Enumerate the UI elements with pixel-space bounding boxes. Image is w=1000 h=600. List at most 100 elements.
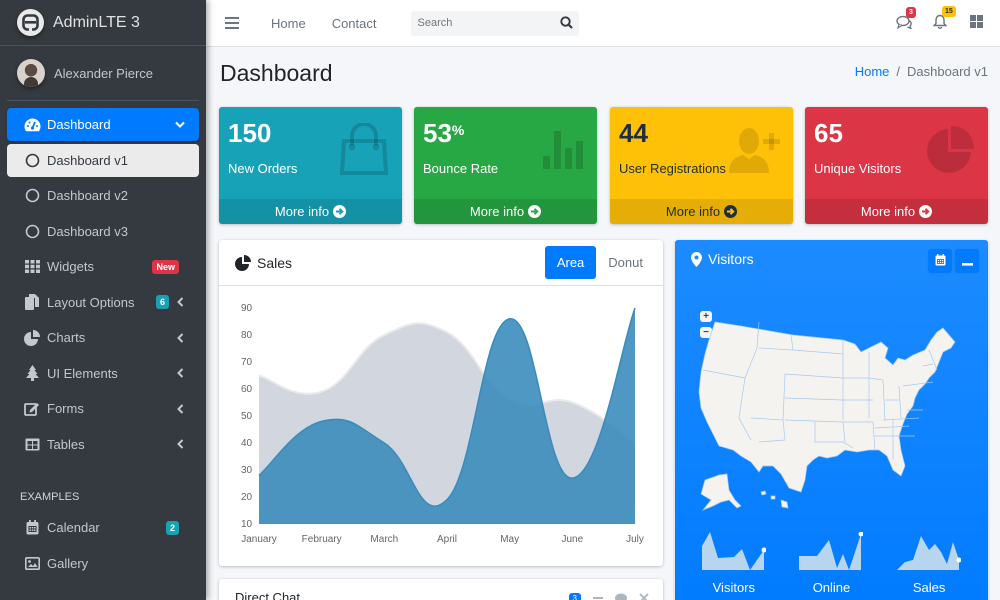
chevron-down-icon — [175, 121, 185, 128]
more-info-link[interactable]: More info — [610, 199, 793, 224]
circle-icon — [23, 187, 41, 205]
map-zoom-in-button[interactable]: + — [700, 311, 712, 322]
sales-card: Sales Area Donut 10 20 30 40 50 60 70 80 90 Janua… — [219, 240, 663, 566]
count-badge: 2 — [165, 520, 179, 535]
sidebar-item-widgets[interactable]: Widgets New — [7, 250, 199, 283]
chevron-left-icon — [175, 332, 185, 343]
top-navbar: Home Contact 3 15 — [206, 0, 1000, 47]
svg-text:10: 10 — [241, 519, 253, 530]
svg-text:50: 50 — [241, 411, 253, 422]
small-box-unique-visitors: 65 Unique Visitors More info — [805, 107, 988, 224]
user-panel[interactable]: Alexander Pierce — [7, 46, 199, 101]
svg-text:March: March — [370, 534, 398, 545]
chart-pie-icon — [23, 329, 41, 347]
nav-link-home[interactable]: Home — [271, 15, 306, 31]
svg-text:60: 60 — [241, 384, 253, 395]
edit-icon — [23, 400, 41, 418]
brand-name: AdminLTE 3 — [53, 13, 140, 31]
svg-text:80: 80 — [241, 330, 253, 341]
copy-icon — [23, 293, 41, 311]
svg-text:30: 30 — [241, 465, 253, 476]
chevron-left-icon — [175, 368, 185, 378]
chevron-left-icon — [175, 403, 185, 414]
nav-section-header: EXAMPLES — [20, 491, 80, 503]
svg-text:40: 40 — [241, 438, 253, 449]
comments-icon[interactable] — [615, 591, 627, 600]
sidebar-item-dashboard[interactable]: Dashboard — [7, 108, 199, 141]
messages-dropdown[interactable]: 3 — [886, 6, 922, 32]
small-box-bounce-rate: 53% Bounce Rate More info — [414, 107, 597, 224]
svg-text:July: July — [626, 534, 644, 545]
breadcrumb-home-link[interactable]: Home — [854, 64, 890, 79]
breadcrumb-separator: / — [896, 64, 901, 79]
notifications-dropdown[interactable]: 15 — [922, 6, 958, 32]
more-info-link[interactable]: More info — [219, 199, 402, 224]
page-title: Dashboard — [220, 60, 333, 86]
user-name[interactable]: Alexander Pierce — [54, 65, 153, 81]
sidebar-item-forms[interactable]: Forms — [7, 392, 199, 425]
calendar-icon — [935, 253, 946, 269]
bounce-rate-label: Bounce Rate — [423, 161, 499, 176]
sales-card-header: Sales Area Donut — [219, 240, 663, 286]
sidebar-item-ui-elements[interactable]: UI Elements — [7, 357, 199, 390]
date-range-button[interactable] — [928, 249, 952, 273]
main-sidebar: AdminLTE 3 Alexander Pierce Dashboard Da… — [0, 0, 206, 600]
map-zoom-out-button[interactable]: − — [700, 327, 712, 338]
hamburger-menu-icon[interactable] — [225, 17, 239, 29]
chevron-left-icon — [175, 439, 185, 449]
sparkline-label-sales: Sales — [912, 580, 946, 595]
sparkline-label-visitors: Visitors — [712, 580, 756, 595]
image-icon — [23, 554, 41, 572]
tree-icon — [23, 364, 41, 382]
sidebar-item-dashboard-v2[interactable]: Dashboard v2 — [7, 179, 199, 212]
sidebar-nav: Dashboard Dashboard v1 Dashboard v2 Dash… — [0, 101, 206, 580]
sidebar-item-dashboard-v1[interactable]: Dashboard v1 — [7, 143, 199, 177]
minus-icon[interactable] — [593, 591, 603, 600]
search-icon[interactable] — [559, 15, 573, 32]
tab-area[interactable]: Area — [544, 246, 597, 279]
visitors-card-title: Visitors — [691, 251, 754, 267]
map-marker-icon — [691, 251, 702, 267]
sidebar-item-dashboard-v3[interactable]: Dashboard v3 — [7, 215, 199, 248]
visitors-card: Visitors + − Visitors Online Sales — [675, 240, 988, 600]
circle-icon — [23, 151, 41, 169]
nav-link-contact[interactable]: Contact — [331, 15, 377, 31]
arrow-circle-right-icon — [919, 205, 933, 218]
collapse-button[interactable] — [955, 249, 979, 273]
svg-text:20: 20 — [241, 492, 253, 503]
new-orders-label: New Orders — [228, 161, 298, 176]
svg-text:May: May — [500, 534, 519, 545]
brand-link[interactable]: AdminLTE 3 — [0, 0, 206, 46]
close-icon[interactable] — [639, 591, 649, 600]
arrow-circle-right-icon — [724, 205, 738, 218]
chat-count-badge: 3 — [568, 593, 581, 600]
control-sidebar-toggle[interactable] — [958, 15, 994, 31]
user-registrations-value: 44 — [619, 118, 648, 148]
stats-bars-icon — [543, 131, 585, 172]
small-box-new-orders: 150 New Orders More info — [219, 107, 402, 224]
search-form — [410, 10, 579, 36]
sparklines: Visitors Online Sales — [675, 532, 988, 595]
more-info-link[interactable]: More info — [805, 199, 988, 224]
search-input[interactable] — [417, 17, 548, 29]
sidebar-item-layout-options[interactable]: Layout Options 6 — [7, 286, 199, 319]
more-info-link[interactable]: More info — [414, 199, 597, 224]
messages-count-badge: 3 — [906, 6, 916, 18]
circle-icon — [23, 222, 41, 240]
sidebar-item-charts[interactable]: Charts — [7, 321, 199, 354]
sidebar-item-tables[interactable]: Tables — [7, 428, 199, 461]
navbar-right: 3 15 — [886, 0, 1000, 46]
arrow-circle-right-icon — [333, 205, 347, 218]
usa-map[interactable] — [693, 310, 973, 520]
minus-icon — [961, 254, 973, 269]
sidebar-item-calendar[interactable]: Calendar 2 — [7, 511, 199, 544]
arrow-circle-right-icon — [528, 205, 542, 218]
shopping-bag-icon — [339, 122, 389, 178]
table-icon — [23, 435, 41, 453]
tab-donut[interactable]: Donut — [608, 255, 643, 270]
sparkline-label-online: Online — [812, 580, 851, 595]
card-title: Sales — [235, 254, 292, 271]
sales-area-chart: 10 20 30 40 50 60 70 80 90 January February March Ap… — [241, 303, 644, 545]
new-orders-value: 150 — [228, 118, 272, 148]
sidebar-item-gallery[interactable]: Gallery — [7, 547, 199, 580]
